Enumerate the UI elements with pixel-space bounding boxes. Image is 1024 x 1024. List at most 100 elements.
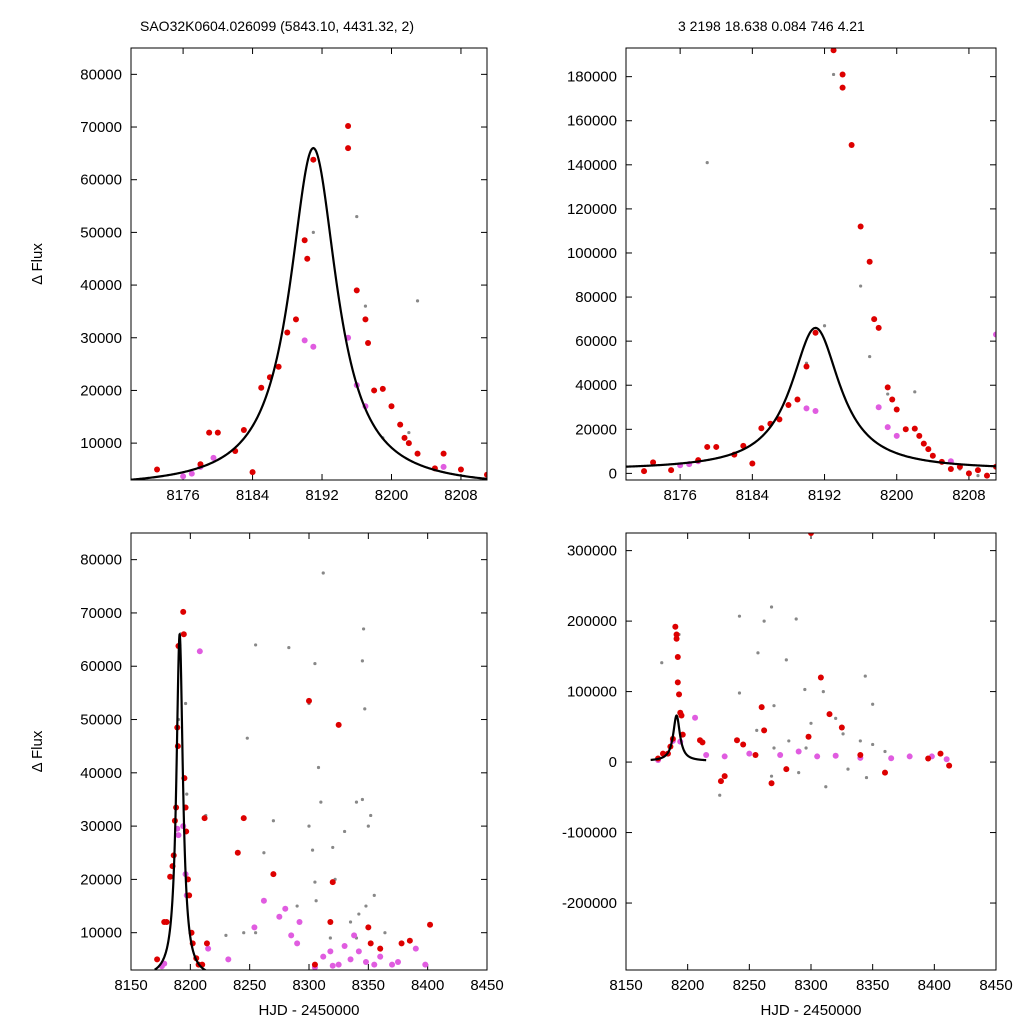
red-point: [398, 940, 405, 947]
red-point: [377, 945, 384, 952]
magenta-point: [296, 919, 303, 926]
red-point: [925, 755, 932, 762]
y-tick-label: 0: [609, 465, 617, 482]
x-tick-label: 8184: [736, 487, 769, 504]
magenta-point: [893, 432, 900, 439]
magenta-point: [341, 943, 348, 950]
gray-point: [407, 430, 411, 435]
header-right-title: 3 2198 18.638 0.084 746 4.21: [678, 18, 865, 34]
red-point: [974, 467, 981, 474]
y-tick-label: 40000: [575, 377, 617, 394]
gray-point: [863, 674, 867, 678]
red-point: [761, 727, 768, 734]
magenta-point: [692, 714, 699, 721]
magenta-point: [884, 424, 891, 431]
magenta-point: [180, 473, 187, 480]
gray-point: [822, 324, 827, 328]
red-point: [650, 459, 657, 466]
red-point: [794, 396, 801, 403]
red-point: [301, 237, 308, 244]
gray-point: [868, 354, 872, 359]
chart-panel-1: 8176 8184 8192 8200 8208 10000 20000 30000 40000…: [29, 47, 488, 504]
data-points: [641, 48, 996, 479]
y-tick-label: 60000: [80, 658, 122, 675]
gray-point: [361, 627, 366, 631]
red-point: [668, 467, 675, 474]
red-point: [817, 674, 824, 681]
magenta-point: [832, 752, 839, 759]
gray-point: [307, 824, 311, 828]
magenta-point: [814, 753, 821, 760]
gray-point: [363, 304, 368, 308]
gray-point: [737, 614, 742, 618]
red-point: [206, 429, 213, 436]
x-axis-title: HJD - 2450000: [259, 1002, 360, 1019]
red-point: [704, 443, 711, 450]
gray-point: [369, 813, 373, 818]
x-tick-label: 8300: [794, 977, 827, 994]
y-tick-label: 80000: [80, 66, 122, 83]
gray-point: [183, 701, 188, 706]
x-tick-label: 8200: [375, 487, 408, 504]
red-point: [721, 773, 728, 780]
red-point: [916, 432, 923, 439]
red-point: [673, 635, 680, 642]
y-tick-label: 0: [609, 754, 617, 771]
y-tick-label: 10000: [80, 435, 122, 452]
gray-point: [348, 920, 353, 924]
y-tick-label: 160000: [567, 113, 617, 130]
y-tick-label: 60000: [80, 172, 122, 189]
red-point: [201, 815, 208, 822]
magenta-point: [777, 752, 784, 759]
red-point: [674, 654, 681, 661]
gray-point: [803, 687, 807, 692]
y-tick-label: 30000: [80, 818, 122, 835]
gray-point: [772, 704, 776, 708]
red-point: [270, 871, 277, 878]
gray-point: [364, 904, 368, 908]
y-tick-label: -100000: [562, 825, 617, 842]
gray-point: [755, 728, 759, 732]
x-tick-label: 8150: [609, 977, 642, 994]
gray-point: [804, 746, 808, 750]
gray-point: [913, 390, 917, 394]
magenta-point: [993, 331, 996, 338]
magenta-point: [327, 948, 334, 955]
red-point: [805, 733, 812, 740]
magenta-point: [175, 832, 182, 839]
red-point: [284, 329, 291, 336]
red-point: [911, 425, 918, 432]
red-point: [826, 711, 833, 718]
magenta-point: [395, 959, 401, 966]
plot-frame: [625, 47, 997, 481]
magenta-point: [389, 961, 396, 968]
red-point: [292, 316, 299, 323]
y-tick-label: 100000: [567, 684, 617, 701]
red-point: [848, 141, 855, 148]
gray-point: [824, 785, 828, 789]
y-tick-label: 20000: [80, 382, 122, 399]
red-point: [920, 440, 927, 447]
red-point: [839, 84, 846, 91]
gray-point: [271, 819, 275, 823]
red-point: [740, 442, 747, 449]
gray-point: [772, 746, 776, 750]
red-point: [884, 384, 891, 391]
gray-point: [360, 797, 364, 802]
red-point: [405, 440, 412, 447]
red-point: [752, 752, 759, 759]
red-point: [889, 396, 896, 403]
data-points: [655, 533, 953, 797]
red-point: [335, 721, 342, 728]
magenta-point: [205, 945, 212, 952]
gray-point: [313, 661, 317, 666]
x-tick-label: 8400: [411, 977, 444, 994]
y-axis-title: Δ Flux: [29, 243, 46, 285]
y-tick-label: 140000: [567, 157, 617, 174]
gray-point: [705, 161, 709, 165]
red-point: [882, 769, 888, 776]
red-point: [676, 691, 683, 698]
red-point: [776, 416, 783, 423]
gray-point: [363, 707, 367, 711]
model-curve: [131, 146, 487, 480]
